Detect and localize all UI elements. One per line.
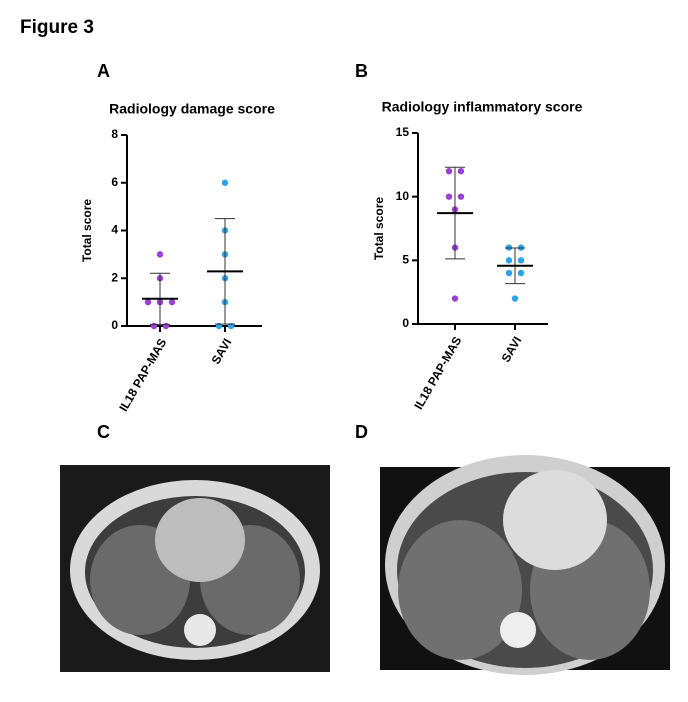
x-tick-label: IL18 PAP-MAS (411, 334, 464, 412)
data-point (445, 193, 453, 200)
y-tick-label: 0 (402, 316, 409, 330)
data-point (445, 168, 453, 175)
panel-label: B (355, 61, 368, 81)
data-point (517, 269, 525, 277)
y-tick-label: 4 (111, 223, 118, 237)
ct-image (60, 465, 330, 672)
y-axis-label: Total score (80, 199, 94, 262)
data-point (505, 269, 513, 277)
figure-title: Figure 3 (20, 17, 94, 38)
x-tick-label: IL18 PAP-MAS (116, 336, 169, 414)
data-point (505, 257, 513, 264)
data-point (162, 322, 170, 330)
panel-label: D (355, 422, 368, 442)
panel-label: A (97, 61, 110, 81)
ct-image (380, 455, 670, 675)
data-point (511, 295, 519, 302)
data-point (451, 295, 459, 302)
data-point (457, 193, 465, 200)
y-tick-label: 10 (396, 189, 410, 203)
data-point (221, 179, 229, 186)
y-tick-label: 2 (111, 270, 118, 284)
y-tick-label: 6 (111, 175, 118, 189)
chart-title: Radiology damage score (109, 101, 275, 117)
data-point (457, 168, 465, 175)
data-point (144, 298, 152, 306)
y-tick-label: 8 (111, 127, 118, 141)
data-point (150, 322, 158, 330)
data-point (156, 251, 164, 258)
y-tick-label: 0 (111, 318, 118, 332)
y-axis-label: Total score (372, 197, 386, 260)
x-tick-label: SAVI (499, 334, 525, 364)
chart-title: Radiology inflammatory score (382, 99, 583, 115)
x-tick-label: SAVI (209, 336, 235, 366)
panel-label: C (97, 422, 110, 442)
data-point (517, 257, 525, 264)
y-tick-label: 5 (402, 253, 409, 267)
y-tick-label: 15 (396, 125, 410, 139)
data-point (168, 298, 176, 306)
